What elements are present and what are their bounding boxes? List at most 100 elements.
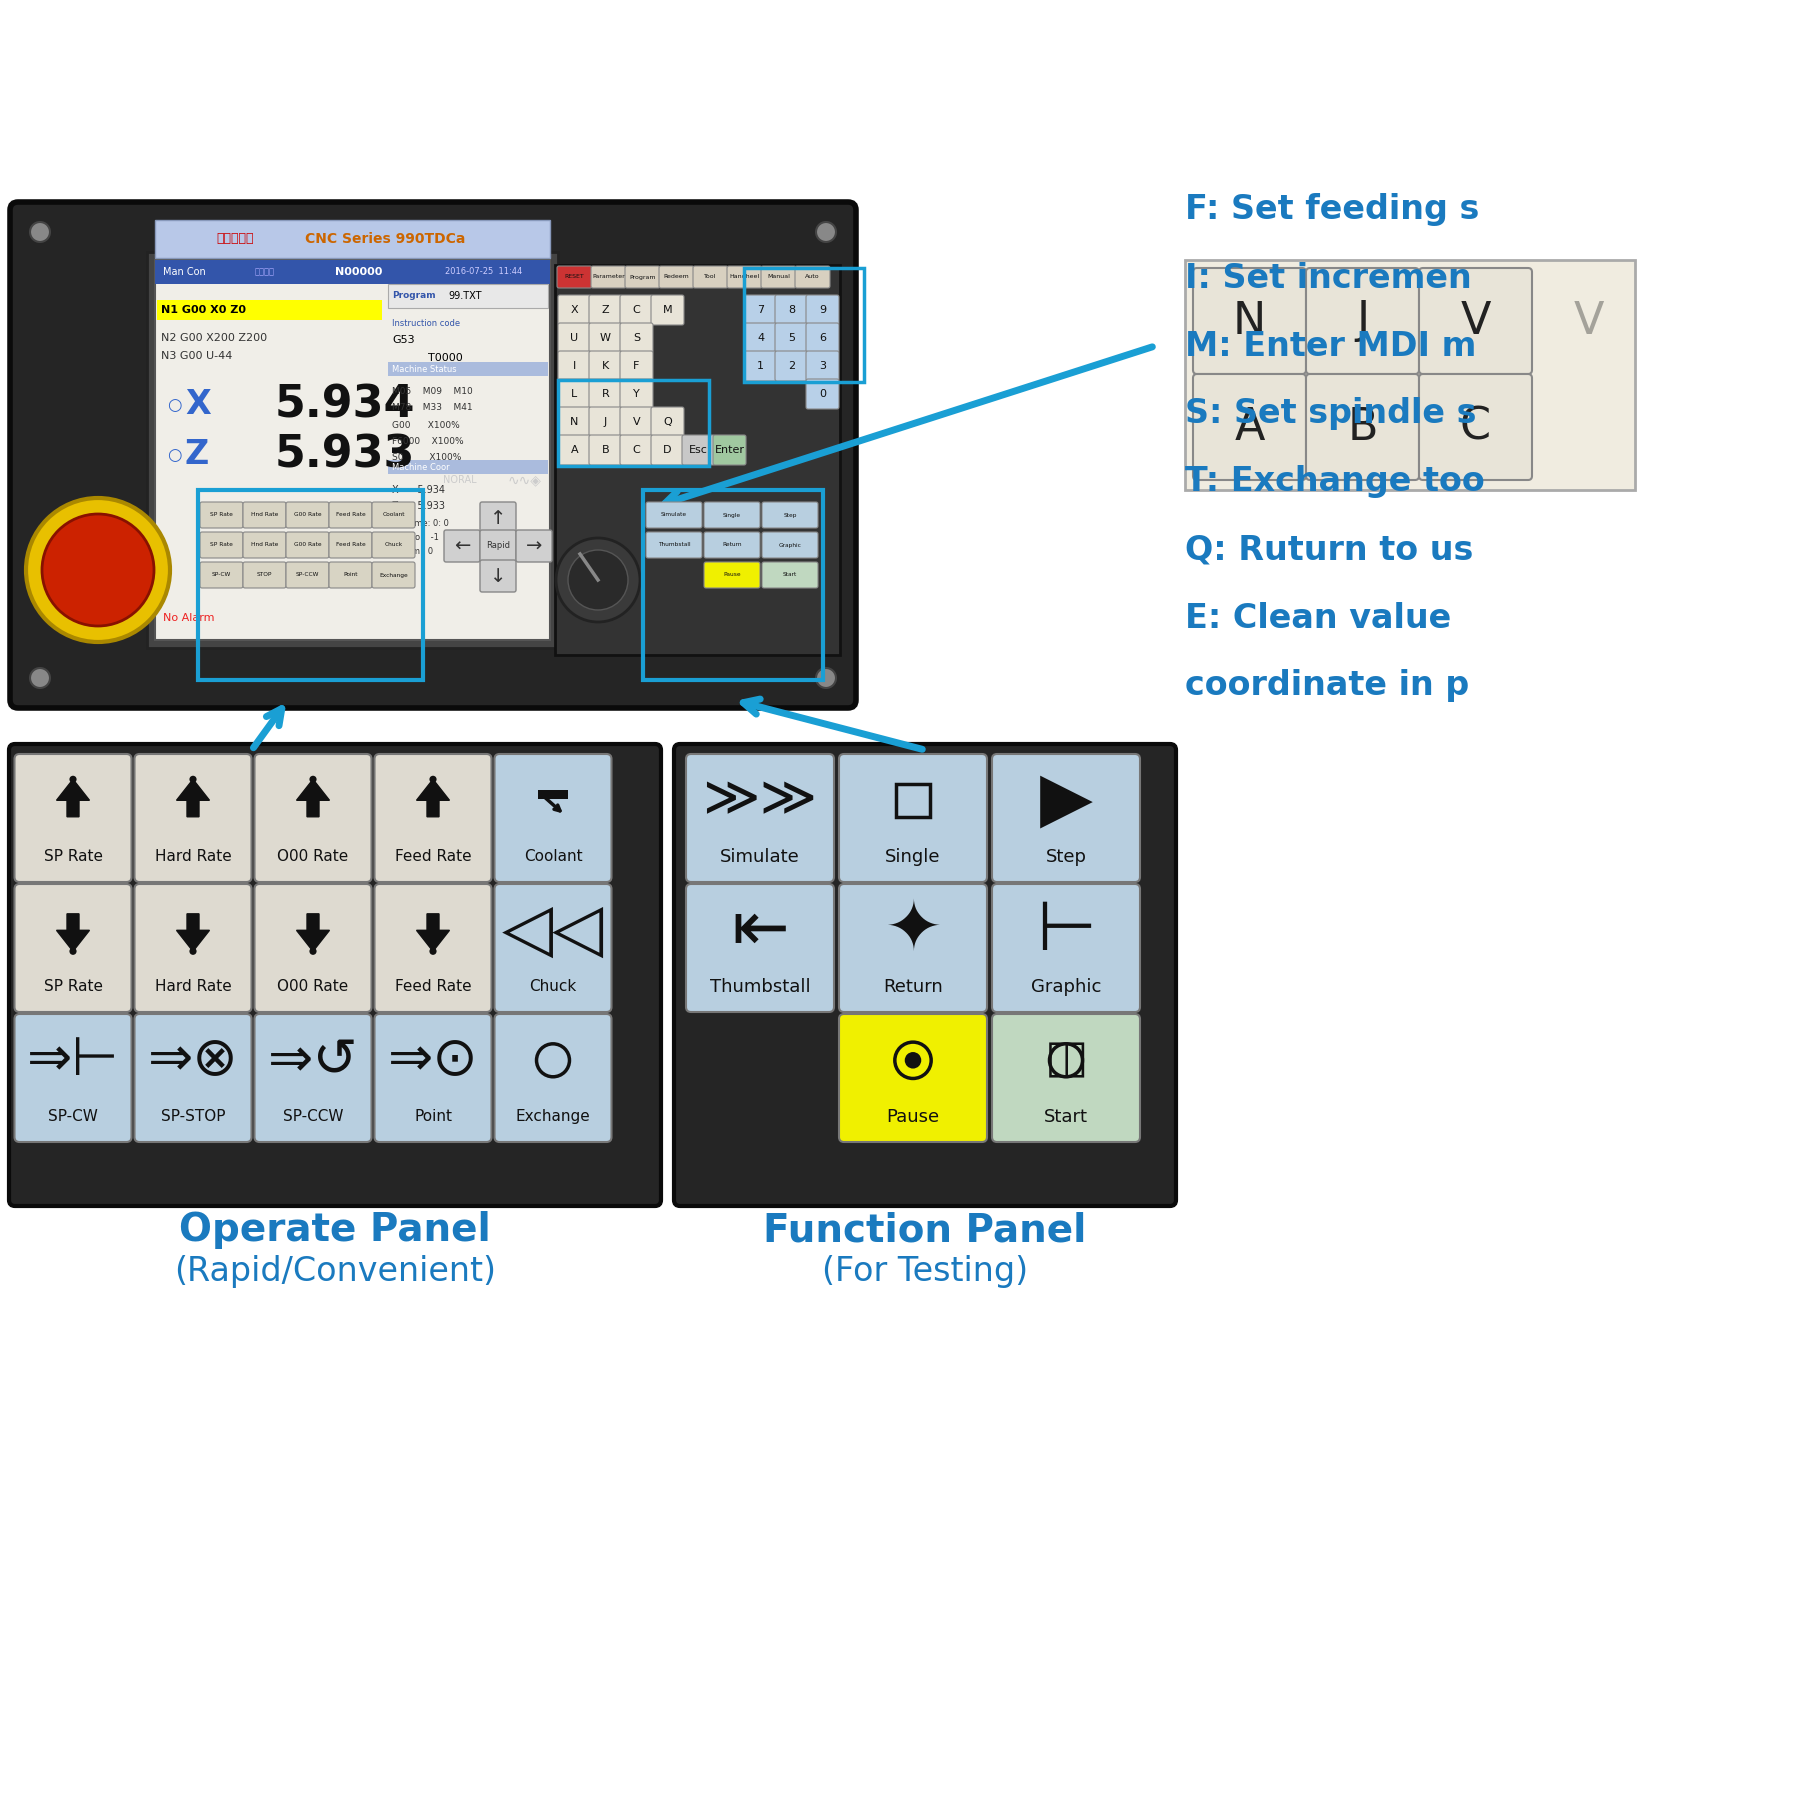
Text: Function Panel: Function Panel [763, 1211, 1087, 1249]
Bar [1184, 259, 1634, 490]
Circle shape [430, 776, 437, 783]
FancyBboxPatch shape [286, 533, 329, 558]
FancyBboxPatch shape [135, 884, 252, 1012]
Text: E: Clean value: E: Clean value [1184, 601, 1451, 635]
FancyBboxPatch shape [590, 266, 626, 288]
FancyBboxPatch shape [1193, 268, 1307, 374]
Text: 5.933: 5.933 [275, 434, 416, 477]
Circle shape [905, 1051, 922, 1069]
Text: M: M [662, 304, 673, 315]
Text: B: B [601, 445, 610, 455]
Text: N: N [571, 418, 578, 427]
Text: M: Enter MDI m: M: Enter MDI m [1184, 329, 1476, 362]
Text: I: Set incremen: I: Set incremen [1184, 261, 1472, 295]
FancyBboxPatch shape [558, 436, 590, 464]
FancyBboxPatch shape [243, 502, 286, 527]
FancyBboxPatch shape [589, 407, 623, 437]
Text: D: D [662, 445, 671, 455]
FancyBboxPatch shape [652, 436, 684, 464]
Text: 盈科数控: 盈科数控 [256, 268, 275, 277]
Text: RESET: RESET [565, 274, 585, 279]
Text: 99.TXT: 99.TXT [448, 292, 482, 301]
Text: Exchange: Exchange [515, 1109, 590, 1125]
Polygon shape [416, 914, 450, 950]
Circle shape [815, 668, 835, 688]
Text: Tool: Tool [704, 274, 716, 279]
Text: ≫≫: ≫≫ [702, 774, 817, 828]
FancyBboxPatch shape [329, 502, 373, 527]
Text: No Alarm: No Alarm [164, 614, 214, 623]
Bar [554, 265, 841, 655]
FancyBboxPatch shape [481, 502, 517, 535]
FancyBboxPatch shape [374, 1013, 491, 1141]
Polygon shape [56, 914, 90, 950]
Circle shape [70, 947, 77, 954]
FancyBboxPatch shape [1418, 374, 1532, 481]
FancyBboxPatch shape [558, 322, 590, 353]
Text: 2: 2 [788, 362, 796, 371]
Text: Chuck: Chuck [385, 542, 403, 547]
Text: J: J [603, 418, 607, 427]
Text: ◫: ◫ [1044, 1039, 1087, 1084]
FancyBboxPatch shape [9, 743, 661, 1206]
Text: F6000    X100%: F6000 X100% [392, 437, 464, 446]
Bar [389, 362, 547, 376]
Text: K: K [601, 362, 608, 371]
Text: J: J [1355, 299, 1370, 342]
Text: V: V [1460, 299, 1490, 342]
FancyBboxPatch shape [556, 266, 592, 288]
FancyBboxPatch shape [646, 502, 702, 527]
FancyBboxPatch shape [243, 562, 286, 589]
Bar [148, 252, 558, 648]
FancyBboxPatch shape [761, 562, 817, 589]
Text: N1 G00 X0 Z0: N1 G00 X0 Z0 [160, 304, 247, 315]
FancyBboxPatch shape [14, 1013, 131, 1141]
FancyBboxPatch shape [686, 754, 833, 882]
FancyBboxPatch shape [839, 754, 986, 882]
Text: 6: 6 [819, 333, 826, 344]
FancyBboxPatch shape [652, 295, 684, 326]
Text: Manual: Manual [767, 274, 790, 279]
Text: Hnd Rate: Hnd Rate [250, 513, 279, 518]
Bar [643, 490, 823, 680]
FancyBboxPatch shape [589, 322, 623, 353]
FancyBboxPatch shape [806, 351, 839, 382]
Text: V: V [1573, 299, 1604, 342]
Text: 0: 0 [819, 389, 826, 400]
Polygon shape [176, 779, 209, 817]
FancyBboxPatch shape [796, 266, 830, 288]
Bar [896, 783, 929, 817]
FancyBboxPatch shape [693, 266, 727, 288]
Text: Pause: Pause [724, 572, 742, 578]
Circle shape [31, 668, 50, 688]
Text: Program: Program [392, 292, 436, 301]
FancyBboxPatch shape [776, 322, 808, 353]
Text: Y: Y [634, 389, 639, 400]
Text: Redeem: Redeem [664, 274, 689, 279]
Text: SP Rate: SP Rate [43, 850, 103, 864]
Text: G00 Rate: G00 Rate [293, 513, 322, 518]
Text: Enter: Enter [715, 445, 745, 455]
Text: ◁◁: ◁◁ [502, 896, 605, 963]
FancyBboxPatch shape [558, 380, 590, 409]
Text: ○: ○ [167, 446, 182, 464]
FancyBboxPatch shape [373, 533, 416, 558]
Text: Thumbstall: Thumbstall [709, 977, 810, 995]
Text: S: Set spindle s: S: Set spindle s [1184, 398, 1476, 430]
Bar [389, 284, 547, 308]
Text: (Rapid/Convenient): (Rapid/Convenient) [175, 1256, 497, 1289]
Text: I: I [572, 362, 576, 371]
Text: N00000: N00000 [335, 266, 382, 277]
Text: Point: Point [344, 572, 358, 578]
Text: ∿∿◈: ∿∿◈ [508, 473, 542, 488]
FancyBboxPatch shape [373, 562, 416, 589]
FancyBboxPatch shape [619, 322, 653, 353]
Text: SP-CCW: SP-CCW [283, 1109, 344, 1125]
Text: 7: 7 [758, 304, 763, 315]
FancyBboxPatch shape [14, 754, 131, 882]
Text: Z: Z [601, 304, 610, 315]
Text: ⇒⊙: ⇒⊙ [387, 1035, 479, 1085]
FancyBboxPatch shape [776, 295, 808, 326]
Text: U: U [571, 333, 578, 344]
Text: Esc: Esc [689, 445, 707, 455]
